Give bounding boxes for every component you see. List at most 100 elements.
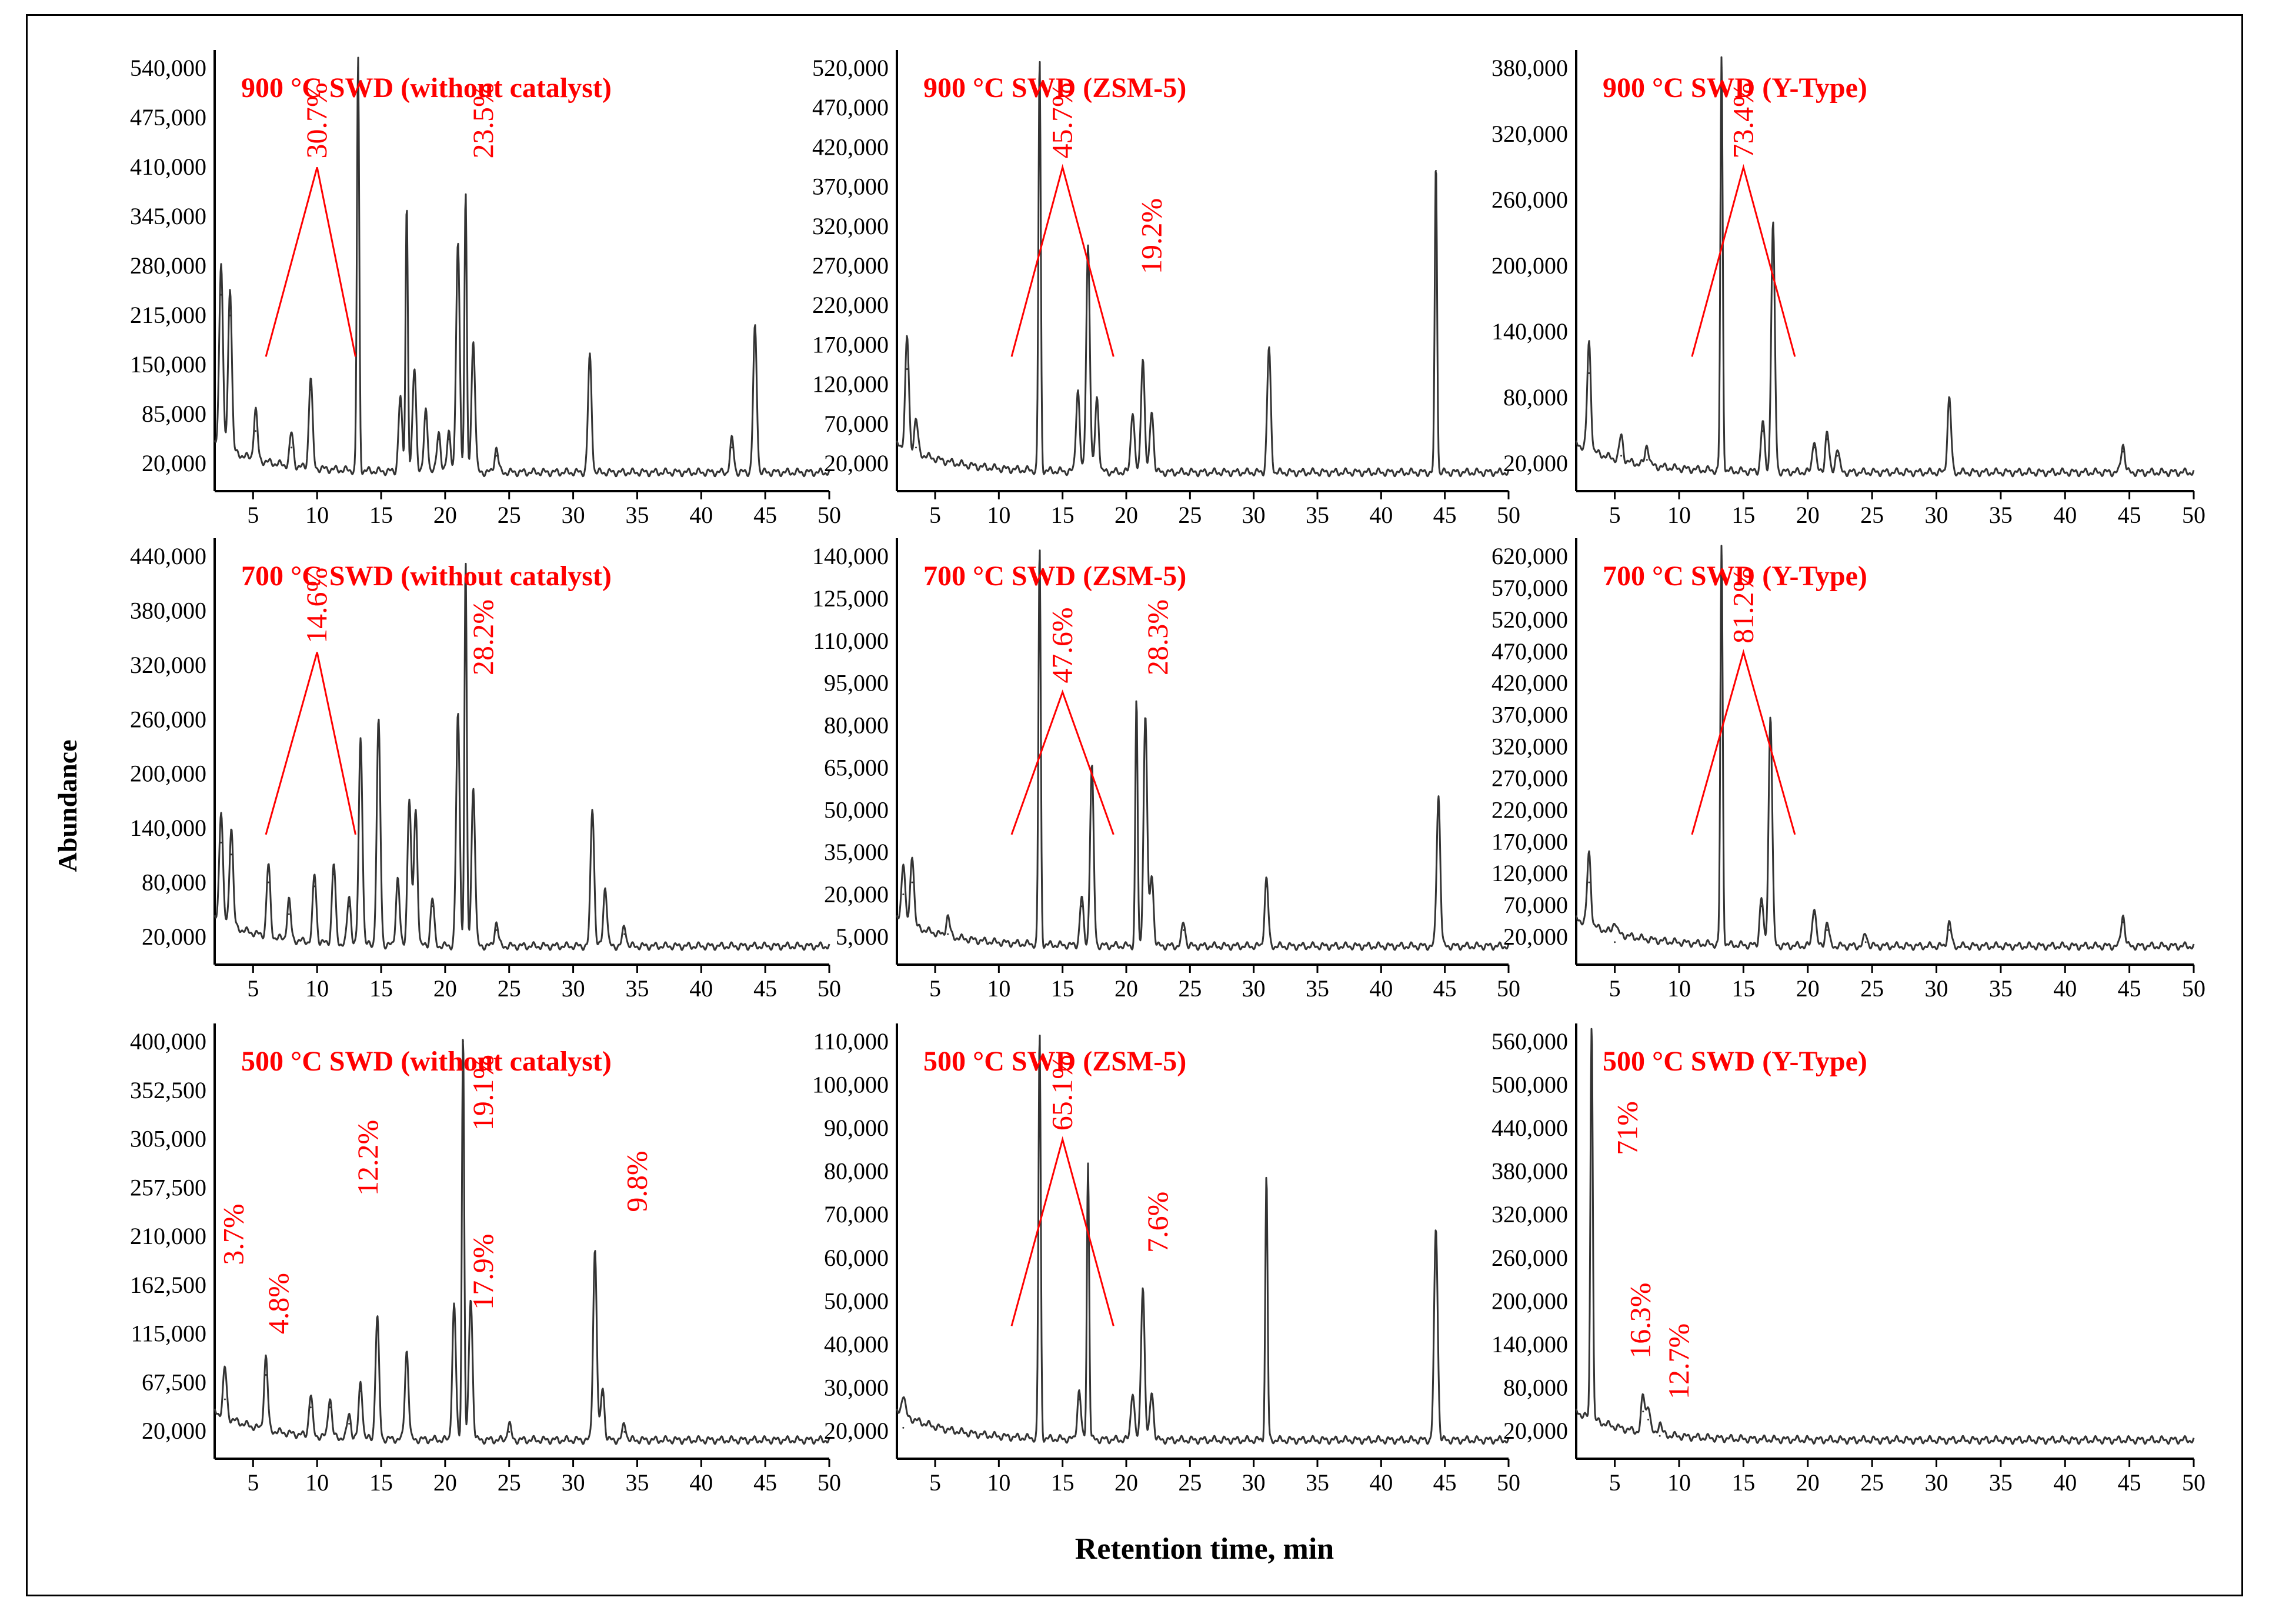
y-tick-label: 150,000 [130,351,206,378]
chromatogram-trace [1575,545,2195,951]
peak-group-bracket [1010,689,1115,835]
percentage-label: 81.2% [1726,568,1759,643]
peak-point [220,841,222,843]
y-tick-label: 200,000 [1491,1288,1568,1314]
x-tick-label: 5 [247,502,259,528]
panel-900-c-swd-y-type: 5 10 15 20 25 30 35 40 45 50 20,000 80,000 140,000 20… [1491,50,2205,528]
x-tick-label: 30 [1925,975,1948,1002]
x-tick-label: 50 [2182,975,2205,1002]
x-tick-label: 10 [987,1469,1010,1496]
x-tick-label: 45 [1433,1469,1457,1496]
peak-point [309,1406,312,1409]
x-tick-label: 25 [498,975,521,1002]
peak-point [415,818,417,820]
peak-point [1096,405,1098,408]
x-tick-label: 30 [1242,502,1266,528]
peak-group-bracket [265,652,356,835]
x-tick-label: 40 [1369,1469,1393,1496]
y-tick-label: 20,000 [1503,1418,1568,1444]
peak-group-bracket [1691,649,1796,835]
panel-900-c-swd-without-catalyst: 5 10 15 20 25 30 35 40 45 50 20,000 85,000 150,000 21… [130,50,841,528]
peak-point [376,1325,378,1327]
x-tick-label: 25 [498,502,521,528]
y-tick-label: 215,000 [130,302,206,328]
peak-point [1078,1398,1080,1400]
panel-title: 900 °C SWD (Y-Type) [1603,72,1867,104]
y-tick-label: 70,000 [824,411,889,437]
peak-point [469,1305,472,1307]
y-tick-label: 115,000 [131,1320,206,1347]
x-tick-label: 25 [1178,502,1202,528]
y-tick-label: 345,000 [130,203,206,229]
peak-point [902,893,905,895]
x-tick-label: 50 [1497,1469,1520,1496]
peak-point [399,405,402,408]
y-tick-label: 80,000 [824,1158,889,1185]
x-tick-label: 15 [1731,975,1755,1002]
panel-500-c-swd-y-type: 5 10 15 20 25 30 35 40 45 50 20,000 80,000 140,000 20… [1491,1023,2205,1496]
y-tick-label: 420,000 [1491,670,1568,696]
peak-point [291,446,293,449]
peak-point [1150,1398,1153,1400]
peak-point [1761,430,1764,432]
x-tick-label: 35 [625,1469,649,1496]
percentage-label: 28.3% [1141,599,1174,675]
y-tick-label: 85,000 [142,401,206,427]
peak-point [1646,459,1648,461]
peak-point [1588,372,1590,374]
x-tick-label: 15 [369,975,393,1002]
peak-point [1659,1435,1661,1437]
peak-point [1836,455,1838,457]
x-tick-label: 10 [305,502,329,528]
peak-point [223,1398,226,1400]
y-tick-label: 440,000 [1491,1115,1568,1141]
percentage-label: 28.2% [466,599,499,675]
x-tick-label: 40 [1369,975,1393,1002]
y-tick-label: 100,000 [812,1072,889,1098]
peak-point [348,905,351,908]
panel-900-c-swd-zsm-5: 5 10 15 20 25 30 35 40 45 50 20,000 70,000 120,000 17… [812,50,1520,528]
y-tick-label: 560,000 [1491,1028,1568,1055]
y-tick-label: 20,000 [824,1418,889,1444]
x-tick-label: 20 [433,502,457,528]
x-tick-label: 15 [1051,975,1075,1002]
x-tick-label: 5 [247,1469,259,1496]
y-tick-label: 352,500 [130,1077,206,1103]
x-tick-label: 30 [1242,975,1266,1002]
peak-point [267,881,269,883]
y-tick-label: 320,000 [1491,1201,1568,1228]
peak-point [754,335,756,337]
x-tick-label: 15 [1051,1469,1075,1496]
chromatogram-trace [213,1039,830,1445]
x-tick-label: 40 [2053,975,2077,1002]
y-tick-label: 120,000 [812,371,889,398]
y-tick-label: 80,000 [824,712,889,739]
peak-point [408,806,411,808]
peak-point [2122,451,2124,453]
y-tick-label: 320,000 [130,652,206,678]
y-tick-label: 20,000 [142,450,206,476]
x-tick-label: 40 [2053,1469,2077,1496]
y-tick-label: 220,000 [1491,796,1568,823]
panel-title: 700 °C SWD (ZSM-5) [923,561,1186,592]
x-tick-label: 30 [1242,1469,1266,1496]
x-tick-label: 35 [1989,1469,2013,1496]
y-tick-label: 620,000 [1491,543,1568,569]
peak-point [359,746,362,748]
y-tick-label: 320,000 [1491,121,1568,147]
x-tick-label: 45 [1433,502,1457,528]
x-tick-label: 20 [1115,975,1138,1002]
peak-point [229,314,231,316]
x-tick-label: 25 [1860,1469,1884,1496]
panel-title: 500 °C SWD (without catalyst) [241,1046,612,1077]
panel-500-c-swd-zsm-5: 5 10 15 20 25 30 35 40 45 50 20,000 30,000 40,000 50,… [812,1023,1520,1496]
panel-700-c-swd-without-catalyst: 5 10 15 20 25 30 35 40 45 50 20,000 80,000 140,000 20… [130,538,841,1002]
y-tick-label: 280,000 [130,252,206,279]
peak-point [230,853,232,856]
peak-point [2122,921,2124,923]
y-tick-label: 162,500 [130,1272,206,1298]
peak-point [1614,941,1616,943]
percentage-label: 16.3% [1623,1283,1656,1359]
peak-point [589,364,591,366]
